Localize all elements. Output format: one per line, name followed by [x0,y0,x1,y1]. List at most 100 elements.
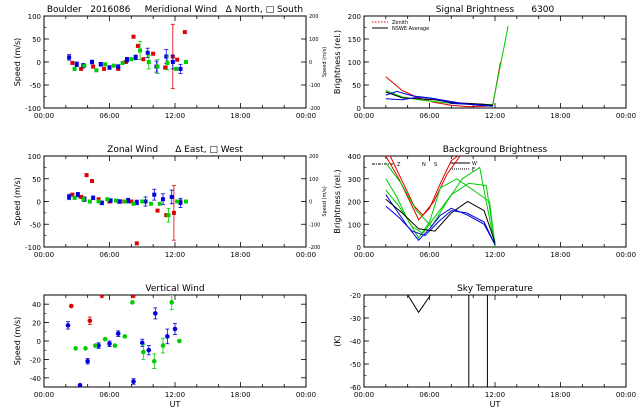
data-point [146,347,152,353]
x-tick-label: 06:00 [99,391,119,399]
chart-title: Sky Temperature [457,284,533,294]
data-point [143,199,148,204]
data-point [131,379,136,384]
x-tick-label: 00:00 [354,251,374,259]
data-point [79,194,84,199]
data-layer [407,295,488,387]
data-point [67,194,72,199]
plot-frame [363,294,627,388]
x-tick-label: 00:00 [616,112,636,120]
chart-signal: Signal Brightness 6300 00:00 06:00 12:00 18:… [333,5,636,120]
data-point [183,60,188,64]
data-point [166,213,171,218]
data-point [75,192,80,197]
y-right-tick-label: -100 [309,222,320,228]
chart-sky: Sky Temperature 00:00 06:00 12:00 18:00 00:00… [333,284,636,409]
x-axis-label: UT [490,400,501,409]
y-tick-label: -40 [30,375,41,383]
data-point [151,358,157,364]
data-layer [67,23,188,90]
data-point [72,66,77,71]
data-point [126,198,131,203]
y-tick-label: -30 [350,315,361,323]
data-point [65,323,71,328]
data-layer [385,26,509,108]
y-tick-label: 400 [348,153,361,161]
data-point [70,192,75,197]
y-tick-label: -50 [30,82,41,90]
x-tick-label: 06:00 [419,112,439,120]
legend-label: NSWE Average [392,26,429,32]
x-tick-label: 18:00 [550,112,570,120]
x-tick-label: 06:00 [99,112,119,120]
y-tick-label: 200 [348,13,361,21]
x-tick-label: 18:00 [550,391,570,399]
y-axis-label: Speed (m/s) [13,317,22,366]
data-point [68,303,74,309]
data-point [169,300,175,305]
series-line [385,205,496,245]
data-point [122,199,127,204]
y-tick-label: -20 [350,292,361,300]
y-tick-label: 100 [348,59,361,67]
x-axis-label: UT [170,400,181,409]
x-tick-label: 00:00 [34,391,54,399]
data-point [153,311,158,316]
data-point [84,173,89,178]
y-tick-label: 150 [348,36,361,44]
data-point [85,358,90,364]
data-point [99,200,104,205]
data-point [182,30,187,35]
data-point [146,60,151,64]
x-tick-label: 00:00 [296,251,316,259]
data-layer [65,295,182,387]
data-point [111,63,116,68]
data-point [178,66,183,71]
data-point [155,64,160,69]
y-right-tick-label: 100 [309,177,319,183]
data-point [164,213,169,218]
x-tick-label: 12:00 [165,251,185,259]
y-right-tick-label: 200 [309,14,319,20]
data-point [131,201,136,206]
x-tick-label: 18:00 [230,112,250,120]
data-point [174,66,179,71]
x-tick-label: 12:00 [165,112,185,120]
data-point [175,199,180,204]
chart-background: Background Brightness 00:00 06:00 12:00 18:0… [333,145,636,259]
chart-zonal: Zonal Wind Δ East, □ West 00:00 06:00 12:00… [13,145,328,259]
data-point [77,382,83,387]
y-tick-label: -40 [350,338,361,346]
data-point [134,241,139,246]
data-point [124,57,129,62]
y-tick-label: 0 [37,338,41,346]
data-point [73,346,78,351]
x-tick-label: 00:00 [354,112,374,120]
chart-title: Boulder 2016086 Meridional Wind Δ North,… [47,5,303,15]
x-tick-label: 18:00 [230,251,250,259]
data-point [145,50,150,55]
y-tick-label: -60 [350,384,361,392]
data-point [170,60,175,64]
chart-meridional: Boulder 2016086 Meridional Wind Δ North,… [13,5,328,120]
data-point [138,48,143,53]
data-point [171,210,176,215]
series-line [385,194,496,245]
data-point [116,66,121,71]
data-point [114,198,119,203]
data-layer [385,156,496,247]
data-point [131,34,136,39]
plot-frame [363,155,627,248]
y-axis-label: Brightness (rel.) [333,30,342,94]
chart-title: Signal Brightness 6300 [436,5,555,15]
data-point [96,197,101,202]
series-line [385,96,493,107]
series-line [385,162,496,247]
x-tick-label: 06:00 [419,251,439,259]
y-tick-label: 50 [352,82,361,90]
x-tick-label: 00:00 [34,112,54,120]
x-tick-label: 00:00 [34,251,54,259]
data-point [98,62,103,67]
legend: Z N S WE [372,161,477,173]
